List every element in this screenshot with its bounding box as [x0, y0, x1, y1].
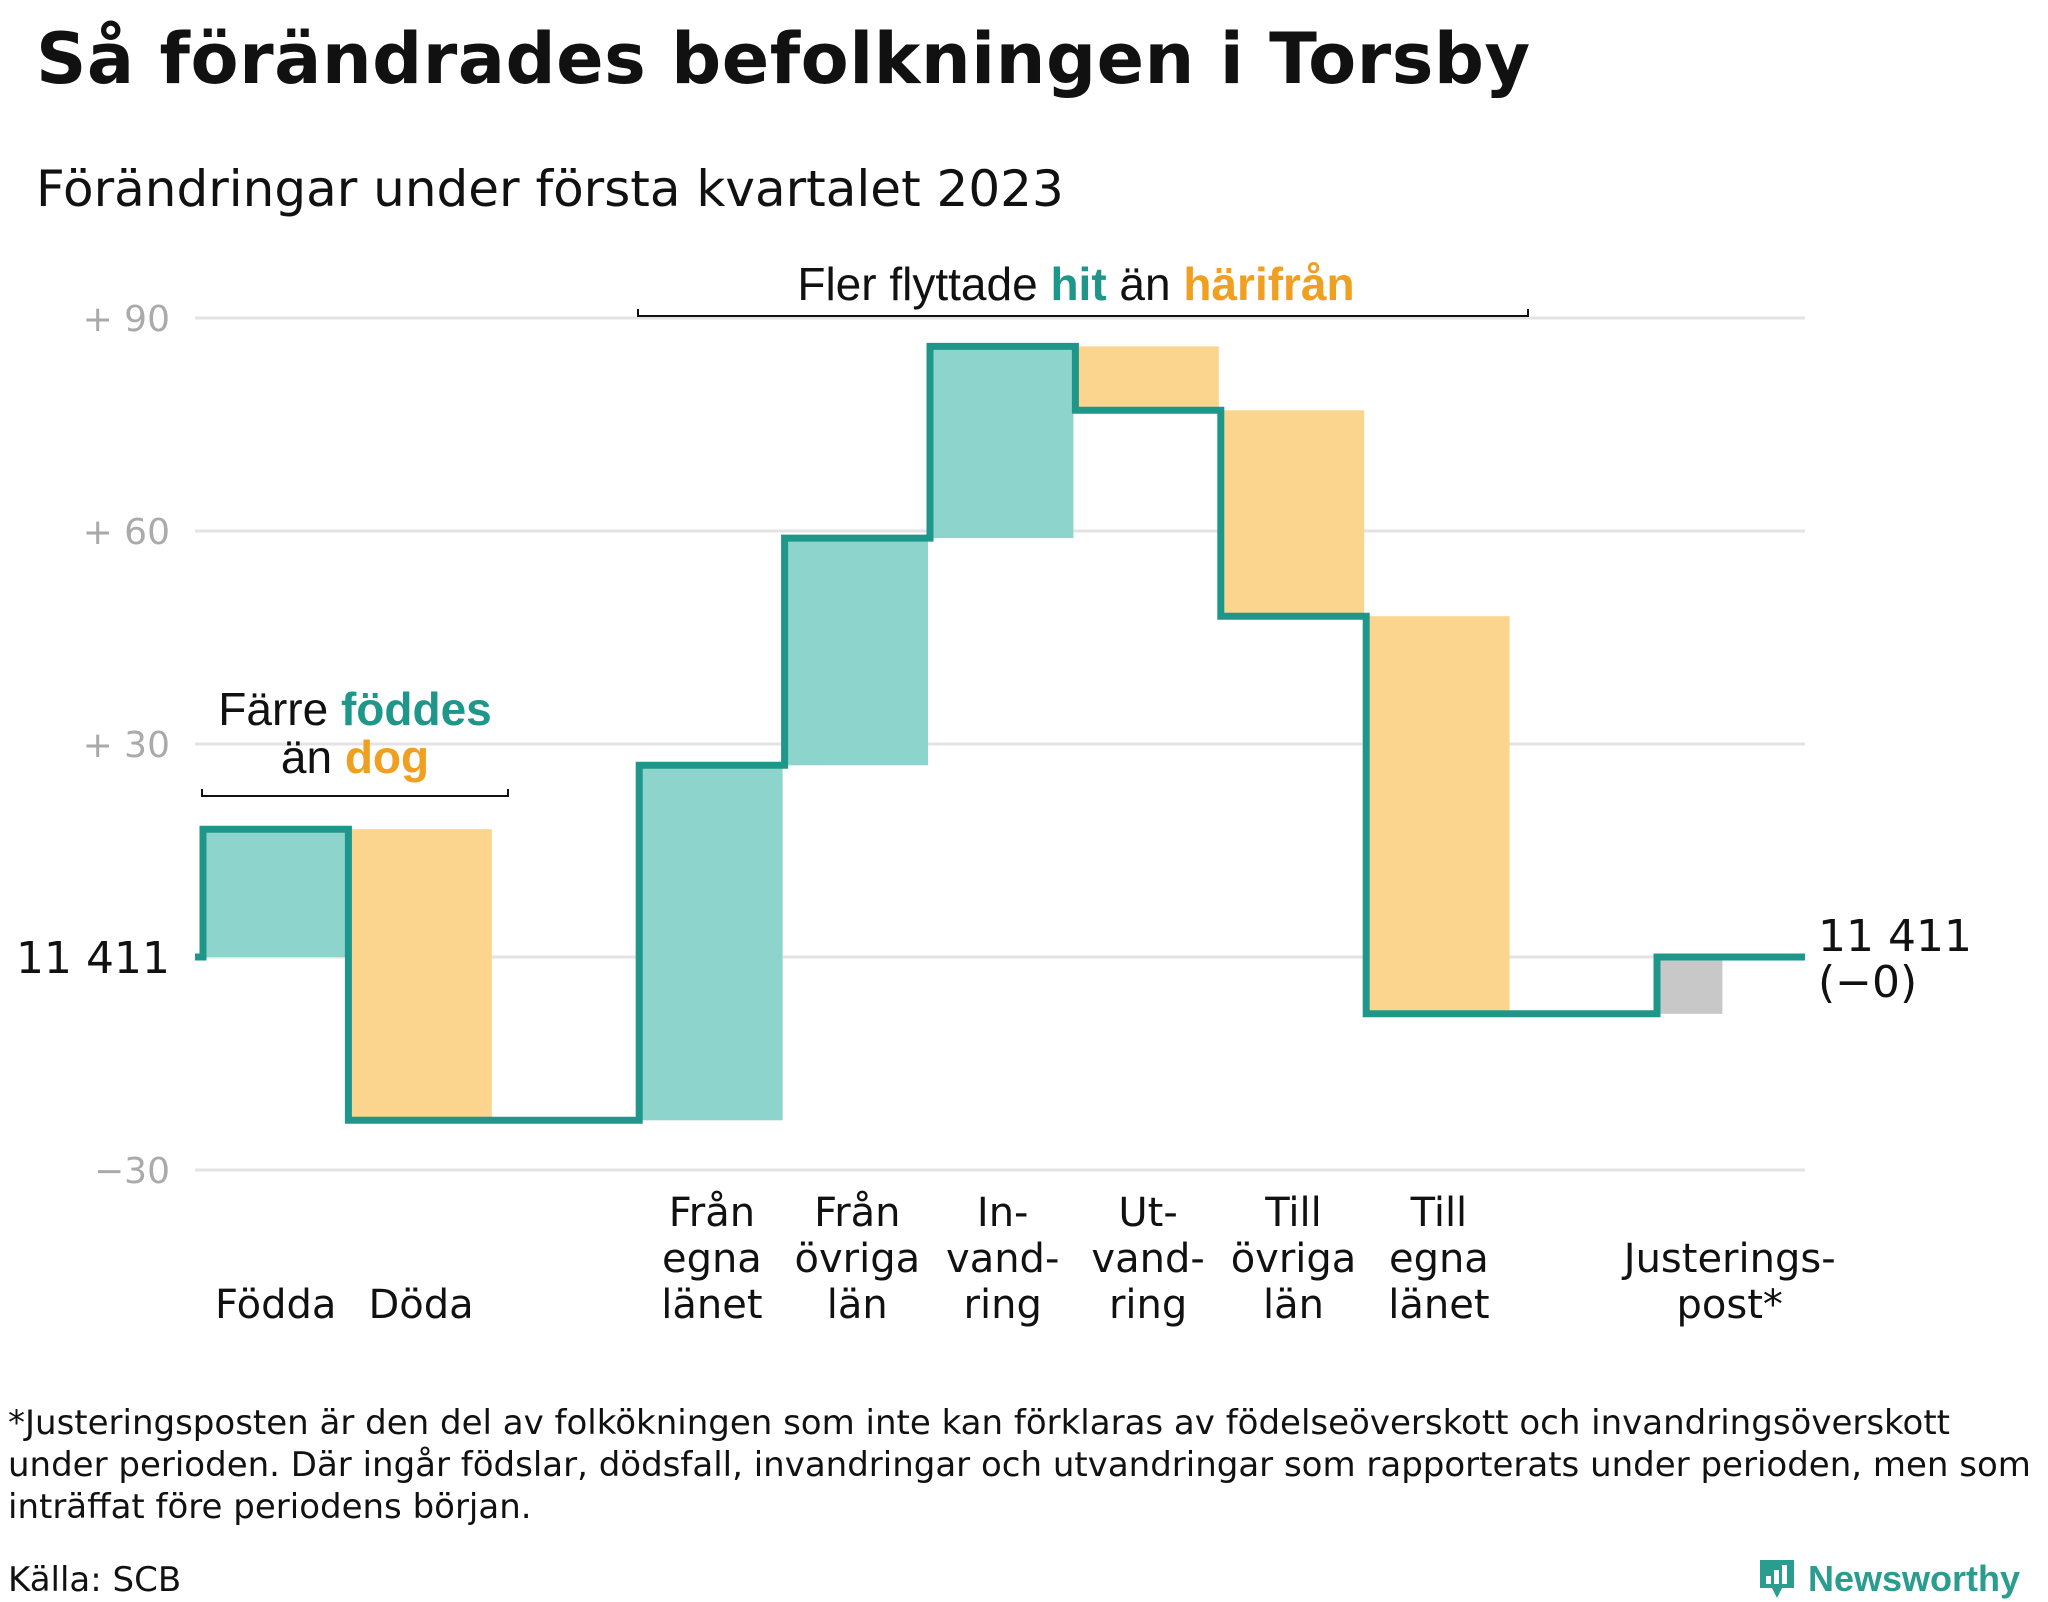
- category-label: Till: [1264, 1190, 1322, 1236]
- category-label: övriga: [1231, 1236, 1357, 1282]
- brand-name: Newsworthy: [1807, 1558, 2020, 1599]
- bar-decrease: [1220, 410, 1365, 617]
- bar-decrease: [1075, 346, 1219, 411]
- category-label: län: [1263, 1282, 1324, 1328]
- category-label: Födda: [215, 1282, 336, 1328]
- bar-increase: [930, 346, 1074, 539]
- migration-annotation: Fler flyttade hit än härifrån: [637, 258, 1529, 317]
- category-label: Justerings-: [1621, 1236, 1836, 1282]
- category-labels: Födda DödaFrånegnalänetFrånövrigalänIn-va…: [215, 1190, 1836, 1328]
- cumulative-step-line: [195, 342, 1805, 1124]
- bar-increase: [203, 829, 347, 957]
- category-label: Till: [1410, 1190, 1468, 1236]
- source-note: Källa: SCB: [8, 1560, 182, 1600]
- brand-logo: Newsworthy: [1756, 1556, 2020, 1602]
- category-label: länet: [1388, 1282, 1489, 1328]
- category-label: Ut-: [1118, 1190, 1177, 1236]
- category-label: vand-: [946, 1236, 1059, 1282]
- baseline-value-label: 11 411: [16, 933, 170, 984]
- end-value-label-line: 11 411: [1818, 911, 1972, 962]
- births-annotation-line2: än dog: [281, 731, 429, 783]
- category-label: Från: [669, 1190, 755, 1236]
- category-label: vand-: [1091, 1236, 1204, 1282]
- y-tick-label: + 60: [83, 512, 170, 553]
- category-label: post*: [1677, 1282, 1783, 1328]
- newsworthy-logo-icon: [1759, 1560, 1794, 1598]
- births-annotation: Färre föddes än dog: [201, 683, 509, 797]
- category-label: länet: [661, 1282, 762, 1328]
- category-label: ring: [1109, 1282, 1187, 1328]
- y-tick-label: + 90: [83, 299, 170, 340]
- bar-increase: [784, 538, 928, 766]
- category-label: Från: [814, 1190, 900, 1236]
- category-label: egna: [1389, 1236, 1489, 1282]
- bar-adjustment: [1657, 957, 1723, 1014]
- end-value-label-line: (−0): [1818, 957, 1917, 1008]
- y-axis-ticks: + 90 + 60 + 30 11 411 −30: [16, 299, 170, 1192]
- category-label: län: [827, 1282, 888, 1328]
- end-value-label: 11 411(−0): [1818, 911, 1972, 1008]
- migration-annotation-text: Fler flyttade hit än härifrån: [797, 258, 1354, 310]
- bar-decrease: [1366, 616, 1510, 1014]
- migration-bracket: [637, 309, 1529, 317]
- y-tick-label: + 30: [83, 725, 170, 766]
- chart-subtitle: Förändringar under första kvartalet 2023: [36, 160, 1064, 218]
- category-label: Döda: [369, 1282, 474, 1328]
- bar-increase: [639, 765, 783, 1121]
- births-bracket: [201, 789, 509, 797]
- category-label: övriga: [794, 1236, 920, 1282]
- category-label: ring: [964, 1282, 1042, 1328]
- chart-title: Så förändrades befolkningen i Torsby: [36, 18, 1531, 100]
- footnote: *Justeringsposten är den del av folkökni…: [8, 1403, 2031, 1527]
- category-label: egna: [662, 1236, 762, 1282]
- chart-bars: [203, 346, 1723, 1121]
- bar-decrease: [348, 829, 492, 1121]
- y-tick-label: −30: [94, 1151, 170, 1192]
- births-annotation-line1: Färre föddes: [218, 683, 491, 735]
- category-label: In-: [977, 1190, 1029, 1236]
